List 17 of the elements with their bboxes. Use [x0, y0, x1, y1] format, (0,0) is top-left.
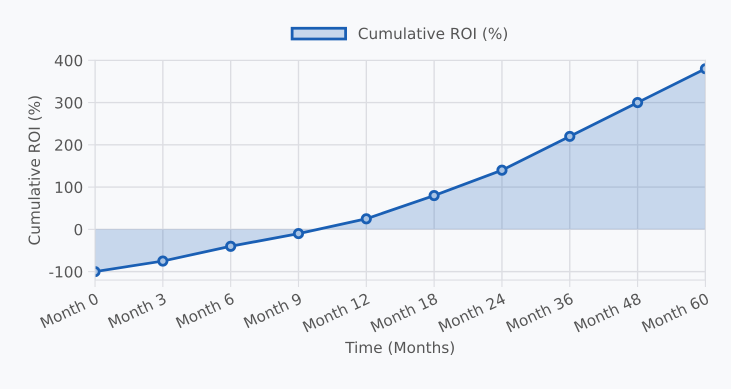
- x-axis-title: Time (Months): [345, 341, 454, 355]
- point: [157, 256, 168, 267]
- y-tick-label: 100: [56, 182, 82, 194]
- point: [360, 213, 372, 224]
- point: [428, 190, 440, 202]
- y-tick-label: -100: [49, 266, 82, 278]
- point: [496, 164, 508, 176]
- point: [225, 240, 236, 252]
- point: [564, 130, 576, 142]
- y-tick-label: 200: [55, 139, 82, 151]
- y-tick-label: 300: [55, 97, 82, 109]
- y-tick-label: 0: [74, 224, 82, 236]
- legend-label: Cumulative ROI (%): [358, 27, 508, 41]
- point: [632, 97, 644, 108]
- y-axis-title: Cumulative ROI (%): [28, 96, 42, 245]
- point: [292, 228, 304, 240]
- y-tick-label: 400: [54, 54, 82, 66]
